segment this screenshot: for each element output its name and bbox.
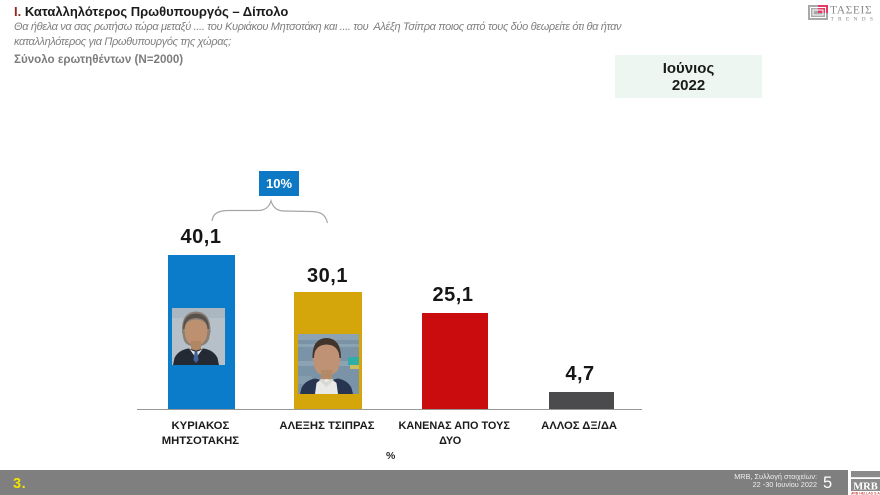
svg-text:TRENDS: TRENDS [831, 17, 877, 23]
svg-text:MRB: MRB [853, 482, 878, 493]
svg-text:MRB HELLAS S.A.: MRB HELLAS S.A. [851, 492, 880, 495]
svg-text:ΤΑΣΕΙΣ: ΤΑΣΕΙΣ [830, 5, 872, 17]
